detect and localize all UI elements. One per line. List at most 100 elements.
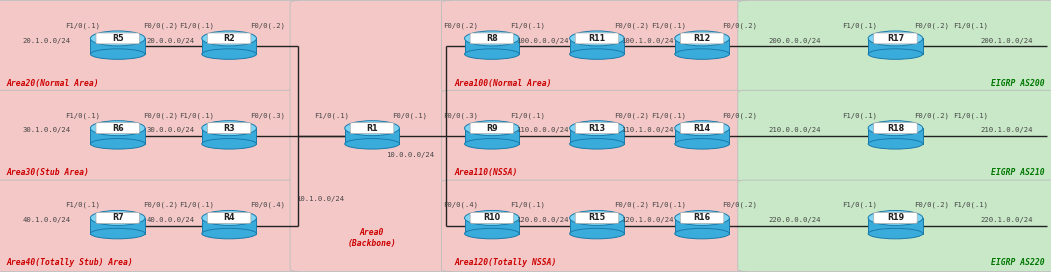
Text: R3: R3 [223, 124, 235, 133]
Text: F1/0(.1): F1/0(.1) [651, 112, 686, 119]
Ellipse shape [465, 228, 519, 239]
Text: R9: R9 [486, 124, 498, 133]
Text: F1/0(.1): F1/0(.1) [314, 112, 350, 119]
Polygon shape [868, 38, 923, 54]
Ellipse shape [570, 211, 624, 225]
Text: EIGRP AS200: EIGRP AS200 [991, 79, 1045, 88]
Text: 200.0.0.0/24: 200.0.0.0/24 [768, 38, 821, 44]
Text: Area20(Normal Area): Area20(Normal Area) [6, 79, 99, 88]
Text: R4: R4 [223, 214, 235, 222]
Polygon shape [202, 128, 256, 144]
FancyBboxPatch shape [290, 1, 454, 271]
Text: F0/0(.2): F0/0(.2) [913, 22, 949, 29]
FancyBboxPatch shape [575, 123, 619, 134]
Text: F1/0(.1): F1/0(.1) [953, 22, 989, 29]
Text: R17: R17 [887, 34, 904, 43]
Ellipse shape [675, 228, 729, 239]
Text: F0/0(.3): F0/0(.3) [442, 112, 478, 119]
Text: F0/0(.3): F0/0(.3) [250, 112, 286, 119]
FancyBboxPatch shape [96, 33, 140, 44]
Text: F0/0(.2): F0/0(.2) [913, 202, 949, 208]
Ellipse shape [570, 139, 624, 149]
Polygon shape [868, 128, 923, 144]
Polygon shape [90, 128, 145, 144]
FancyBboxPatch shape [0, 1, 303, 92]
Ellipse shape [465, 31, 519, 46]
Text: 120.1.0.0/24: 120.1.0.0/24 [621, 217, 674, 223]
Text: F1/0(.1): F1/0(.1) [179, 202, 214, 208]
Text: 100.0.0.0/24: 100.0.0.0/24 [516, 38, 569, 44]
Text: F0/0(.2): F0/0(.2) [442, 22, 478, 29]
Text: R13: R13 [589, 124, 605, 133]
Text: 120.0.0.0/24: 120.0.0.0/24 [516, 217, 569, 223]
Ellipse shape [90, 139, 145, 149]
Text: F1/0(.1): F1/0(.1) [651, 22, 686, 29]
FancyBboxPatch shape [470, 33, 514, 44]
Polygon shape [465, 38, 519, 54]
Ellipse shape [675, 139, 729, 149]
Ellipse shape [345, 121, 399, 136]
Text: Area110(NSSA): Area110(NSSA) [454, 168, 517, 177]
FancyBboxPatch shape [680, 123, 724, 134]
Text: F1/0(.1): F1/0(.1) [510, 22, 545, 29]
Text: F0/0(.2): F0/0(.2) [722, 112, 758, 119]
Text: R12: R12 [694, 34, 710, 43]
Text: 100.1.0.0/24: 100.1.0.0/24 [621, 38, 674, 44]
Polygon shape [675, 218, 729, 234]
Text: R18: R18 [887, 124, 904, 133]
Text: F0/0(.2): F0/0(.2) [250, 22, 286, 29]
Text: 30.0.0.0/24: 30.0.0.0/24 [146, 127, 194, 133]
Text: 220.1.0.0/24: 220.1.0.0/24 [981, 217, 1033, 223]
Text: 110.0.0.0/24: 110.0.0.0/24 [516, 127, 569, 133]
Text: 110.1.0.0/24: 110.1.0.0/24 [621, 127, 674, 133]
Ellipse shape [90, 121, 145, 136]
Text: R16: R16 [694, 214, 710, 222]
Ellipse shape [868, 139, 923, 149]
Ellipse shape [675, 49, 729, 59]
Text: F1/0(.1): F1/0(.1) [510, 202, 545, 208]
Polygon shape [570, 38, 624, 54]
FancyBboxPatch shape [96, 212, 140, 223]
FancyBboxPatch shape [207, 212, 251, 223]
Polygon shape [90, 38, 145, 54]
Text: Area100(Normal Area): Area100(Normal Area) [454, 79, 552, 88]
FancyBboxPatch shape [0, 180, 303, 271]
Ellipse shape [202, 121, 256, 136]
Text: F0/0(.4): F0/0(.4) [250, 202, 286, 208]
FancyBboxPatch shape [207, 123, 251, 134]
FancyBboxPatch shape [207, 33, 251, 44]
FancyBboxPatch shape [0, 90, 303, 182]
Text: R10: R10 [483, 214, 500, 222]
Text: R2: R2 [223, 34, 235, 43]
Ellipse shape [202, 49, 256, 59]
FancyBboxPatch shape [738, 1, 1051, 92]
Text: EIGRP AS210: EIGRP AS210 [991, 168, 1045, 177]
Text: 200.1.0.0/24: 200.1.0.0/24 [981, 38, 1033, 44]
Text: F1/0(.1): F1/0(.1) [651, 202, 686, 208]
Ellipse shape [675, 211, 729, 225]
Ellipse shape [570, 31, 624, 46]
Polygon shape [570, 128, 624, 144]
Ellipse shape [465, 49, 519, 59]
Ellipse shape [868, 211, 923, 225]
Polygon shape [675, 38, 729, 54]
Text: F1/0(.1): F1/0(.1) [953, 112, 989, 119]
FancyBboxPatch shape [96, 123, 140, 134]
Ellipse shape [868, 31, 923, 46]
Text: F1/0(.1): F1/0(.1) [179, 22, 214, 29]
Ellipse shape [90, 49, 145, 59]
FancyBboxPatch shape [575, 212, 619, 223]
Text: 10.1.0.0/24: 10.1.0.0/24 [296, 196, 345, 202]
Text: F0/0(.2): F0/0(.2) [614, 202, 650, 208]
Ellipse shape [570, 228, 624, 239]
Text: EIGRP AS220: EIGRP AS220 [991, 258, 1045, 267]
Text: Area40(Totally Stub) Area): Area40(Totally Stub) Area) [6, 258, 133, 267]
Text: R14: R14 [694, 124, 710, 133]
Text: F1/0(.1): F1/0(.1) [65, 22, 101, 29]
Text: F1/0(.1): F1/0(.1) [842, 112, 878, 119]
Ellipse shape [675, 121, 729, 136]
Text: R11: R11 [589, 34, 605, 43]
Text: F1/0(.1): F1/0(.1) [65, 202, 101, 208]
Text: Area0
(Backbone): Area0 (Backbone) [348, 228, 396, 248]
FancyBboxPatch shape [738, 90, 1051, 182]
